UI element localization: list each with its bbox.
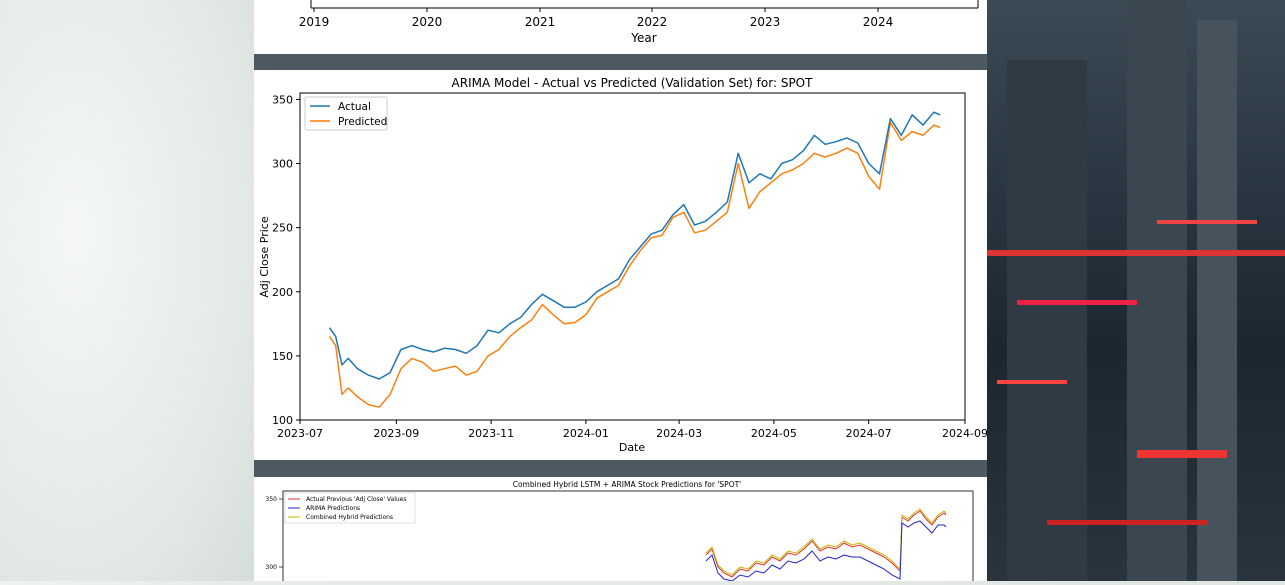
hybrid-line-combined: [705, 508, 947, 576]
arima-xtick-label: 2024-07: [846, 427, 892, 440]
hybrid-ytick-300: 300: [266, 564, 278, 571]
arima-xtick-label: 2024-05: [751, 427, 797, 440]
city-background-art: [987, 0, 1285, 581]
hybrid-chart-title: Combined Hybrid LSTM + ARIMA Stock Predi…: [513, 480, 742, 489]
arima-chart-panel: ARIMA Model - Actual vs Predicted (Valid…: [254, 70, 988, 460]
arima-series-actual: [328, 111, 941, 380]
hybrid-legend-label-arima: ARIMA Predictions: [306, 505, 360, 512]
arima-ytick-label: 300: [272, 158, 293, 171]
top-xtick-label: 2024: [863, 15, 894, 29]
arima-chart-title: ARIMA Model - Actual vs Predicted (Valid…: [452, 76, 814, 90]
arima-ytick-label: 350: [272, 93, 293, 106]
arima-xtick-label: 2024-09: [942, 427, 987, 440]
top-xtick-label: 2020: [412, 15, 443, 29]
arima-series-predicted: [328, 121, 941, 408]
arima-chart-svg: ARIMA Model - Actual vs Predicted (Valid…: [258, 76, 988, 454]
arima-xtick-label: 2023-11: [468, 427, 514, 440]
hybrid-plot-frame: [282, 490, 974, 585]
background-left: [0, 0, 254, 581]
arima-ytick-label: 150: [272, 350, 293, 363]
arima-xlabel: Date: [619, 441, 646, 454]
arima-ytick-label: 250: [272, 222, 293, 235]
arima-ylabel: Adj Close Price: [258, 216, 271, 297]
top-chart-panel: 2019 2020 2021 2022 2023 2024 Year: [254, 0, 987, 54]
legend-label-actual: Actual: [338, 101, 371, 113]
top-chart-svg: 2019 2020 2021 2022 2023 2024 Year: [299, 0, 979, 45]
hybrid-chart-svg: Combined Hybrid LSTM + ARIMA Stock Predi…: [266, 480, 974, 585]
hybrid-line-actual: [705, 510, 947, 578]
arima-plot-frame: [299, 92, 966, 421]
hybrid-legend: Actual Previous 'Adj Close' Values ARIMA…: [284, 492, 416, 524]
top-xtick-label: 2019: [299, 15, 330, 29]
background-gap-1: [254, 54, 987, 70]
hybrid-ytick-350: 350: [266, 496, 278, 503]
top-xtick-label: 2022: [637, 15, 668, 29]
arima-xtick-label: 2023-07: [277, 427, 323, 440]
background-gap-2: [254, 460, 987, 477]
arima-xtick-label: 2024-01: [563, 427, 609, 440]
top-xtick-label: 2023: [750, 15, 781, 29]
arima-xtick-label: 2024-03: [656, 427, 702, 440]
arima-legend: Actual Predicted: [304, 96, 388, 131]
hybrid-line-arima: [705, 520, 947, 582]
hybrid-lines: [705, 508, 947, 582]
top-chart-xlabel: Year: [630, 31, 656, 45]
arima-xtick-label: 2023-09: [373, 427, 419, 440]
hybrid-legend-label-actual: Actual Previous 'Adj Close' Values: [306, 496, 407, 503]
legend-label-predicted: Predicted: [338, 116, 387, 128]
arima-ytick-label: 200: [272, 286, 293, 299]
background-right: [987, 0, 1285, 581]
arima-ytick-label: 100: [272, 414, 293, 427]
hybrid-chart-panel: Combined Hybrid LSTM + ARIMA Stock Predi…: [254, 477, 987, 585]
hybrid-legend-label-combined: Combined Hybrid Predictions: [306, 514, 393, 521]
top-xtick-label: 2021: [525, 15, 556, 29]
